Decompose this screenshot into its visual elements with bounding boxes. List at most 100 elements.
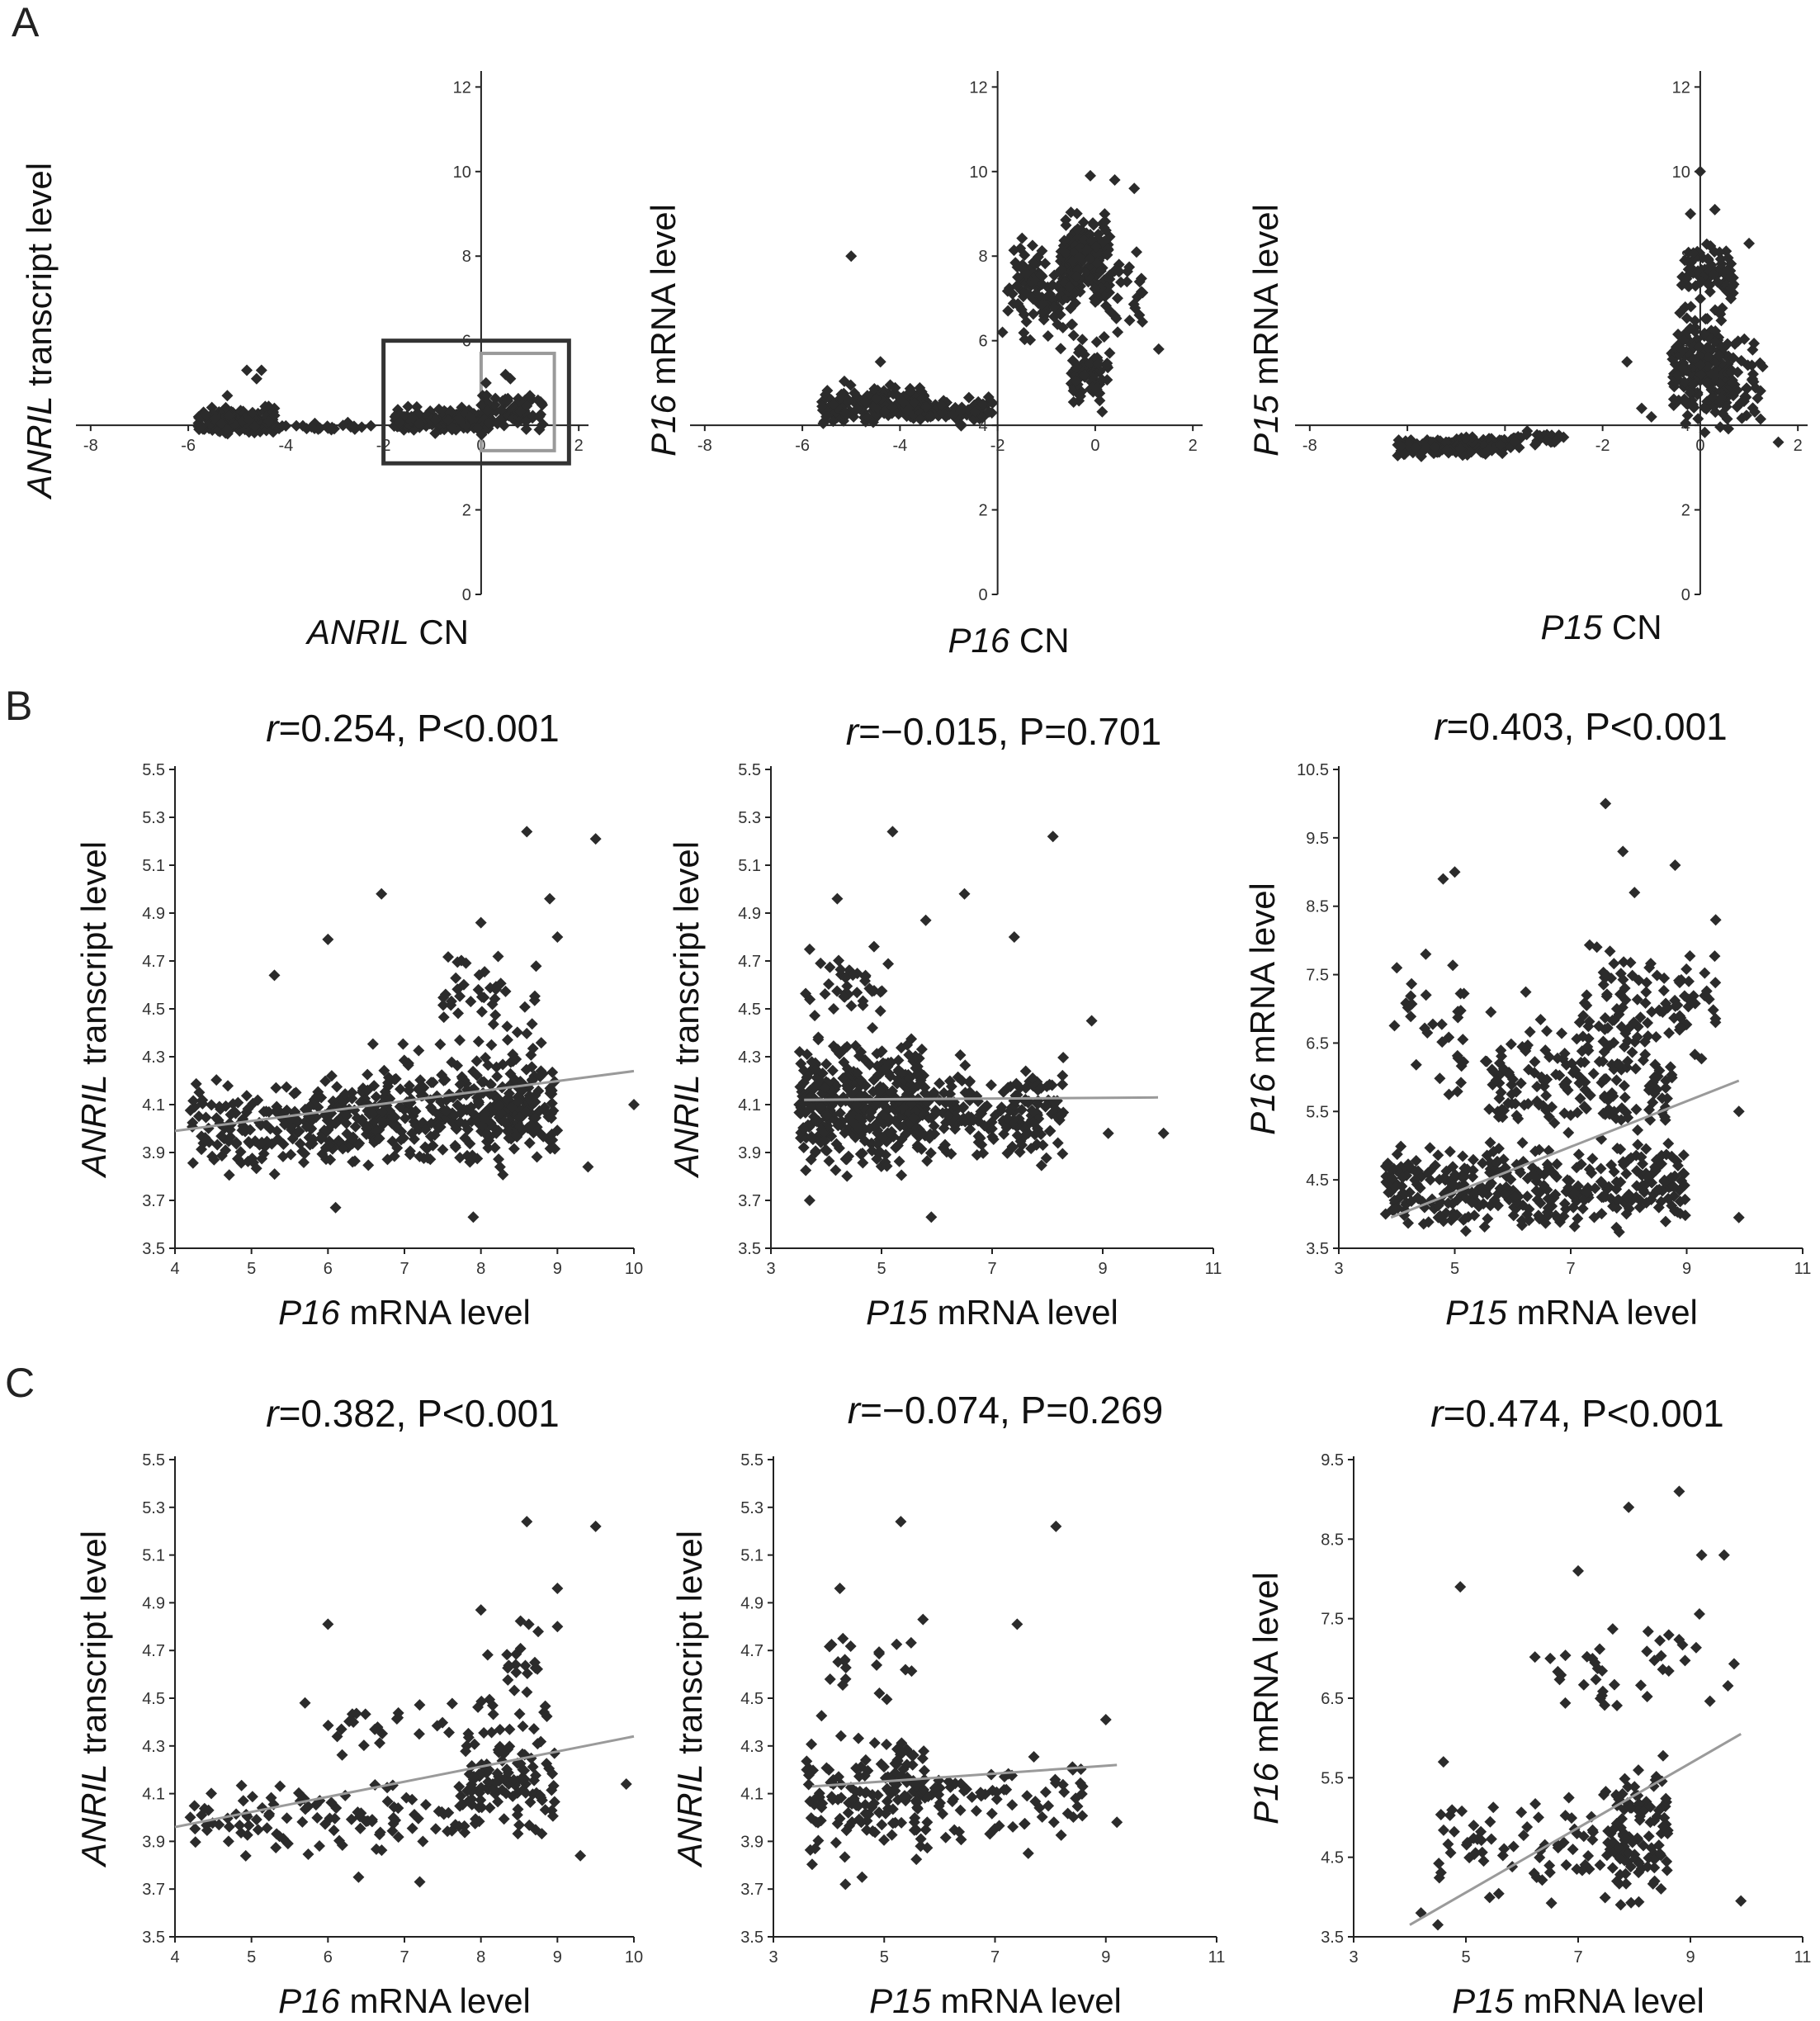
x-axis-label: P16 CN [948, 621, 1069, 660]
data-point [404, 1148, 416, 1161]
data-point [1589, 1182, 1601, 1195]
data-point [1028, 1750, 1040, 1763]
data-point [1007, 1820, 1019, 1833]
data-point [954, 1804, 967, 1816]
data-point [1648, 1862, 1661, 1874]
data-point [886, 1125, 898, 1138]
data-point [504, 372, 517, 385]
x-tick-label: -8 [697, 437, 712, 455]
data-point [548, 1796, 560, 1808]
data-point [206, 401, 218, 414]
x-tick-label: 3 [1334, 1260, 1343, 1278]
data-point [339, 1088, 352, 1100]
x-tick-label: 11 [1794, 1260, 1812, 1278]
data-point [1704, 286, 1716, 298]
data-point [496, 1081, 508, 1093]
data-point [1019, 1129, 1031, 1142]
data-point [1109, 263, 1122, 276]
data-point [422, 1152, 434, 1164]
data-point [276, 419, 288, 432]
data-point [220, 1100, 232, 1112]
data-point [230, 1137, 243, 1149]
x-tick-label: 11 [1794, 1948, 1812, 1967]
data-point [1681, 409, 1694, 422]
y-tick-label: 10.5 [1297, 761, 1329, 779]
data-point [395, 1134, 408, 1146]
data-point [1634, 1679, 1647, 1692]
data-point [908, 1112, 920, 1124]
y-tick-label: 4.7 [738, 953, 761, 971]
data-point [356, 421, 368, 433]
data-point [322, 1720, 334, 1732]
data-point [1456, 1805, 1468, 1817]
data-point [1084, 253, 1096, 265]
data-point [1652, 1201, 1665, 1214]
data-point [1466, 1196, 1478, 1209]
data-point [874, 1085, 886, 1097]
data-point [837, 1072, 849, 1084]
y-axis-label: ANRIL transcript level [20, 163, 59, 500]
y-tick-label: 4.7 [142, 1642, 165, 1660]
data-point [189, 1836, 201, 1848]
data-point [494, 414, 506, 426]
data-point [1671, 369, 1684, 381]
data-point [1725, 292, 1737, 305]
data-point [215, 1149, 228, 1162]
y-axis-label: ANRIL transcript level [74, 841, 113, 1179]
data-point [1015, 304, 1028, 316]
data-point [859, 969, 872, 982]
data-point [1039, 1786, 1052, 1798]
data-point [1494, 439, 1506, 452]
data-point [1642, 1171, 1654, 1183]
data-point [306, 1138, 319, 1150]
data-point [366, 1038, 379, 1050]
data-point [409, 1105, 422, 1118]
data-point [896, 1169, 908, 1181]
data-point [1411, 1191, 1424, 1204]
data-point [286, 1133, 299, 1145]
data-point [816, 400, 829, 413]
data-point [268, 969, 281, 982]
data-point [196, 1097, 209, 1110]
data-point [1405, 1010, 1417, 1023]
data-point [1543, 1867, 1556, 1879]
y-tick-label: 4.9 [142, 1594, 165, 1612]
data-point [336, 1749, 348, 1761]
data-point [1090, 240, 1102, 253]
data-point [628, 1099, 640, 1110]
y-tick-label: 5.5 [142, 761, 165, 779]
data-point [381, 1153, 394, 1166]
y-tick-label: 4.9 [740, 1594, 763, 1612]
data-point [397, 1038, 409, 1050]
data-point [1485, 1006, 1497, 1018]
data-point [954, 418, 967, 430]
data-point [876, 1819, 888, 1831]
data-point [874, 1005, 886, 1017]
data-point [299, 1103, 311, 1115]
data-point [502, 1091, 514, 1104]
data-point [1699, 327, 1711, 339]
data-point [839, 1878, 852, 1891]
data-point [513, 1111, 526, 1124]
data-point [895, 1042, 907, 1054]
data-point [1561, 1174, 1573, 1186]
data-point [442, 951, 454, 963]
data-point [918, 1745, 930, 1758]
data-point [262, 1810, 275, 1822]
data-point [1096, 405, 1109, 418]
data-point [1709, 950, 1721, 963]
data-point [830, 1836, 842, 1848]
data-point [914, 381, 926, 394]
data-point [424, 1130, 437, 1143]
data-point [446, 1056, 458, 1068]
data-point [299, 1148, 311, 1160]
data-point [806, 1858, 818, 1871]
y-tick-label: 3.9 [142, 1144, 165, 1162]
data-point [1019, 1065, 1032, 1077]
data-point [1099, 1714, 1112, 1726]
data-point [243, 1136, 255, 1148]
data-point [934, 1077, 946, 1090]
data-point [1599, 1891, 1611, 1904]
data-point [270, 1081, 282, 1094]
data-point [976, 411, 989, 424]
